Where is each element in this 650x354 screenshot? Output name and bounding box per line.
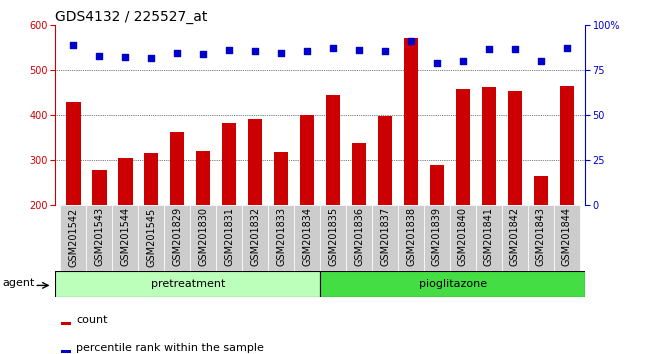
Bar [326,95,340,205]
Bar [190,205,216,271]
Text: GSM201829: GSM201829 [172,207,182,267]
Bar [398,205,424,271]
Point [328,45,338,51]
Text: GSM201844: GSM201844 [562,207,572,266]
Bar [482,87,496,205]
Point [302,48,313,53]
Bar [404,38,418,205]
Point [224,47,235,52]
Bar [300,115,315,205]
Bar [118,158,133,205]
Bar [86,205,112,271]
Point [94,53,105,59]
Text: GSM201841: GSM201841 [484,207,494,266]
Text: GSM201835: GSM201835 [328,207,338,267]
Text: GSM201836: GSM201836 [354,207,364,266]
Point [562,45,572,51]
Bar [60,322,71,325]
Bar [60,350,71,353]
Bar [456,89,470,205]
Bar [372,205,398,271]
Text: GSM201832: GSM201832 [250,207,260,267]
Point [354,47,364,52]
Point [146,55,157,61]
Bar [112,205,138,271]
Bar [268,205,294,271]
Point [380,48,390,53]
Text: GDS4132 / 225527_at: GDS4132 / 225527_at [55,10,207,24]
Point [536,58,546,64]
Text: pretreatment: pretreatment [151,279,225,289]
Text: pioglitazone: pioglitazone [419,279,487,289]
Point [458,58,468,64]
Text: count: count [76,315,108,325]
Bar [560,86,574,205]
Bar [92,170,107,205]
Bar [164,205,190,271]
Text: GSM201834: GSM201834 [302,207,312,266]
Bar [55,271,320,297]
Bar [60,205,86,271]
Bar [378,116,392,205]
Bar [66,102,81,205]
Point [276,50,287,56]
Bar [144,153,159,205]
Text: GSM201839: GSM201839 [432,207,442,266]
Bar [170,132,185,205]
Bar [508,91,522,205]
Bar [294,205,320,271]
Bar [534,176,548,205]
Text: GSM201838: GSM201838 [406,207,416,266]
Bar [346,205,372,271]
Text: GSM201842: GSM201842 [510,207,520,267]
Point [432,60,442,65]
Text: GSM201840: GSM201840 [458,207,468,266]
Text: GSM201544: GSM201544 [120,207,131,267]
Bar [138,205,164,271]
Point [198,51,209,57]
Bar [248,119,263,205]
Text: GSM201830: GSM201830 [198,207,208,266]
Bar [320,271,585,297]
Bar [320,205,346,271]
Bar [476,205,502,271]
Point [250,48,261,53]
Text: GSM201543: GSM201543 [94,207,105,267]
Bar [554,205,580,271]
Point [484,46,494,52]
Bar [430,165,444,205]
Bar [528,205,554,271]
Bar [450,205,476,271]
Bar [274,152,289,205]
Point [406,38,416,44]
Text: percentile rank within the sample: percentile rank within the sample [76,343,264,353]
Text: GSM201831: GSM201831 [224,207,234,266]
Bar [352,143,366,205]
Text: GSM201545: GSM201545 [146,207,157,267]
Text: agent: agent [3,278,35,288]
Bar [424,205,450,271]
Bar [196,151,211,205]
Point [68,42,79,47]
Point [120,55,131,60]
Text: GSM201833: GSM201833 [276,207,286,266]
Point [510,46,520,52]
Bar [222,123,237,205]
Point [172,50,183,56]
Bar [502,205,528,271]
Text: GSM201843: GSM201843 [536,207,546,266]
Bar [242,205,268,271]
Text: GSM201837: GSM201837 [380,207,390,267]
Bar [216,205,242,271]
Text: GSM201542: GSM201542 [68,207,79,267]
